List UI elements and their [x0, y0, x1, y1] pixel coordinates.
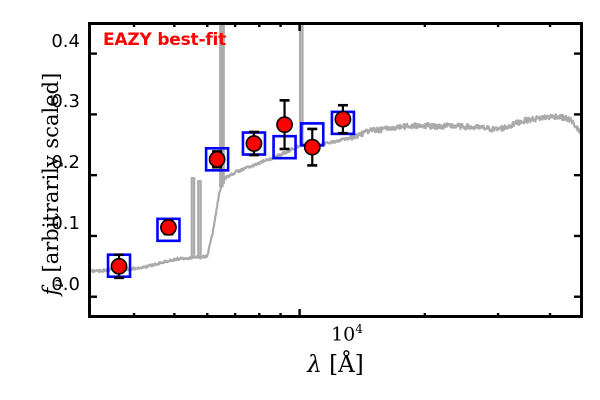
observed-photometry-point	[208, 150, 226, 168]
observed-photometry-point	[334, 110, 352, 128]
plot-canvas	[91, 25, 580, 280]
y-tick-label: 0.0	[51, 274, 80, 295]
observed-photometry-point	[276, 116, 293, 134]
observed-photometry-points	[110, 110, 352, 275]
template-spectrum	[91, 25, 580, 274]
y-tick-label-group: 0.0 0.1 0.2 0.3 0.4	[0, 0, 80, 400]
plot-area	[88, 22, 583, 318]
model-photometry-square	[204, 147, 230, 172]
y-axis-label-subscript: ν	[51, 279, 68, 288]
y-tick-label: 0.1	[51, 213, 80, 234]
observed-photometry-point	[160, 218, 177, 236]
model-photometry-markers	[106, 110, 356, 278]
y-tick-label: 0.4	[51, 31, 80, 52]
model-photometry-square	[156, 217, 181, 243]
photometry-errorbars	[114, 99, 348, 280]
x-tick-label-10e4: 104	[331, 322, 363, 345]
x-axis-label: λ [Å]	[88, 352, 583, 378]
observed-photometry-point	[303, 138, 321, 156]
x-axis-label-symbol: λ	[307, 352, 322, 378]
observed-photometry-point	[110, 257, 128, 275]
y-axis-label-symbol: f	[38, 287, 63, 296]
y-tick-label: 0.2	[51, 152, 80, 173]
x-tick-exponent: 4	[355, 322, 363, 336]
y-axis-label: fν [arbitrarily scaled]	[39, 24, 67, 344]
x-tick-mantissa: 10	[331, 323, 356, 346]
y-tick-label: 0.3	[51, 91, 80, 112]
y-axis-label-text: [arbitrarily scaled]	[38, 72, 63, 280]
x-axis-label-unit: [Å]	[329, 352, 364, 378]
observed-photometry-point	[245, 135, 263, 152]
best-fit-annotation: EAZY best-fit	[103, 30, 227, 50]
